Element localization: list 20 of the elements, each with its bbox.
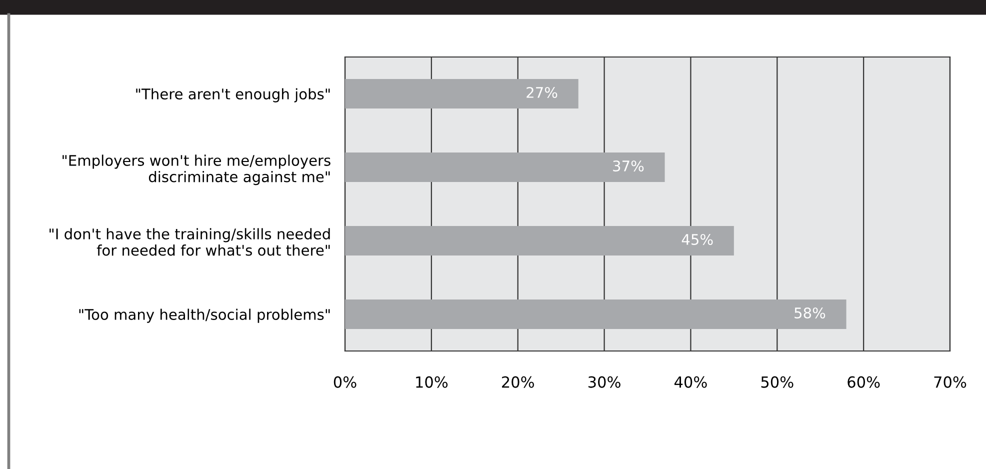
x-tick-label: 50%: [761, 376, 794, 388]
data-label: 37%: [613, 160, 644, 172]
y-tick-label: "Too many health/social problems": [79, 308, 330, 323]
y-tick-label: "There aren't enough jobs": [136, 88, 330, 102]
x-tick-label: 60%: [848, 376, 880, 388]
bar: [345, 300, 846, 329]
x-tick-label: 40%: [674, 376, 707, 388]
bar: [345, 152, 665, 182]
x-tick-label: 30%: [588, 376, 620, 388]
x-tick-label: 70%: [934, 376, 966, 388]
x-tick-label: 10%: [416, 376, 448, 388]
x-tick-label: 0%: [334, 376, 356, 388]
x-tick-label: 20%: [502, 376, 534, 388]
data-label: 58%: [794, 307, 826, 318]
data-label: 27%: [526, 86, 558, 98]
y-tick-label: "I don't have the training/skills needed for needed for what's out there": [50, 228, 330, 256]
data-label: 45%: [682, 234, 713, 245]
y-tick-label: "Employers won't hire me/employers discriminate against me": [62, 154, 330, 186]
bar: [345, 226, 734, 256]
bar: [345, 79, 578, 108]
